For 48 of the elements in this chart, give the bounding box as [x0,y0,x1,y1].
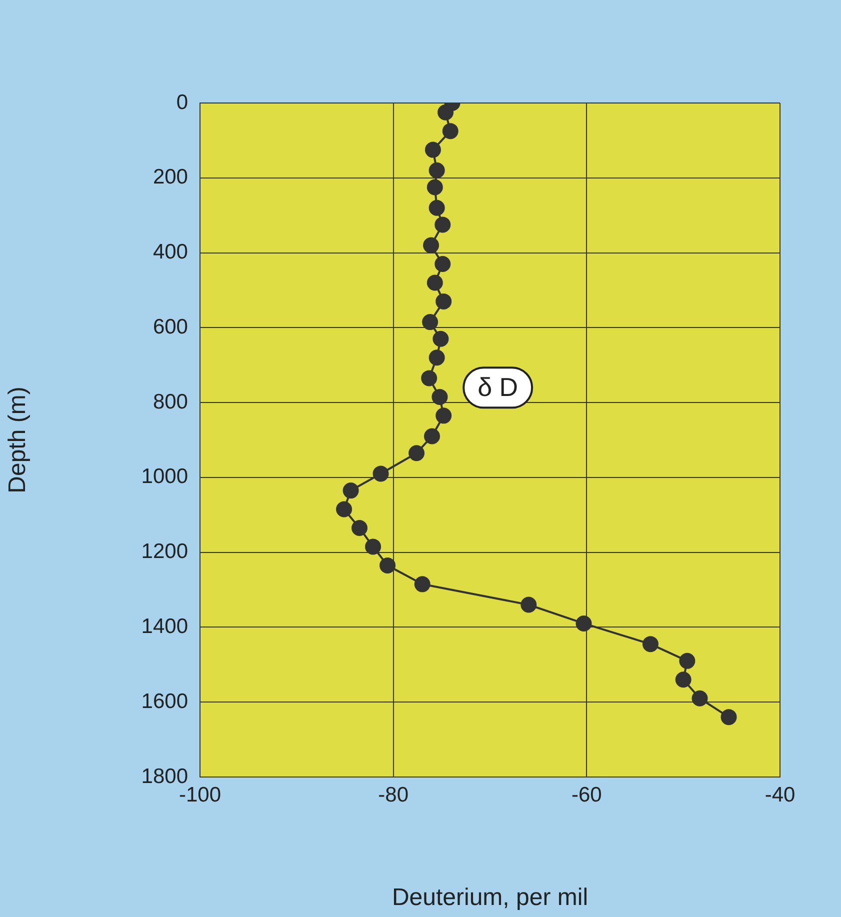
point [414,576,430,592]
point [365,538,382,555]
point [438,104,454,120]
y-tick-label: 1200 [141,540,188,564]
point [720,709,737,726]
point [442,123,458,140]
point [422,314,438,330]
point [336,501,352,518]
point [642,636,658,652]
y-tick-label: 600 [152,315,188,338]
point [520,596,537,613]
y-tick-label: 1400 [141,615,188,638]
point [424,428,440,444]
point [679,652,696,669]
point [342,482,359,499]
x-axis-title: Deuterium, per mil [392,884,588,912]
y-tick-label: 200 [152,166,188,189]
y-tick-label: 1000 [141,465,188,488]
point [432,388,448,405]
point [434,256,451,272]
point [426,179,443,196]
x-tick-label: -60 [571,783,602,806]
point [576,615,592,632]
point [421,370,438,386]
y-tick-label: 400 [152,240,188,264]
point [436,408,452,424]
point [428,200,445,216]
y-tick-label: 800 [152,390,188,414]
point [352,520,368,536]
point [408,445,425,462]
x-tick-label: -40 [764,783,796,806]
point [424,142,441,158]
point [432,330,449,347]
point [434,216,451,233]
point [426,274,443,291]
y-tick-label: 0 [176,90,188,114]
point [692,690,708,706]
x-tick-label: -80 [378,783,409,806]
point [428,350,445,366]
y-tick-label: 1600 [141,690,188,713]
y-axis-title: Depth (m) [4,386,32,494]
point [380,557,396,574]
point [372,466,389,482]
point [423,237,440,254]
point [428,162,445,178]
point [675,672,692,688]
point [436,293,452,310]
series-label: δ D [478,372,518,402]
